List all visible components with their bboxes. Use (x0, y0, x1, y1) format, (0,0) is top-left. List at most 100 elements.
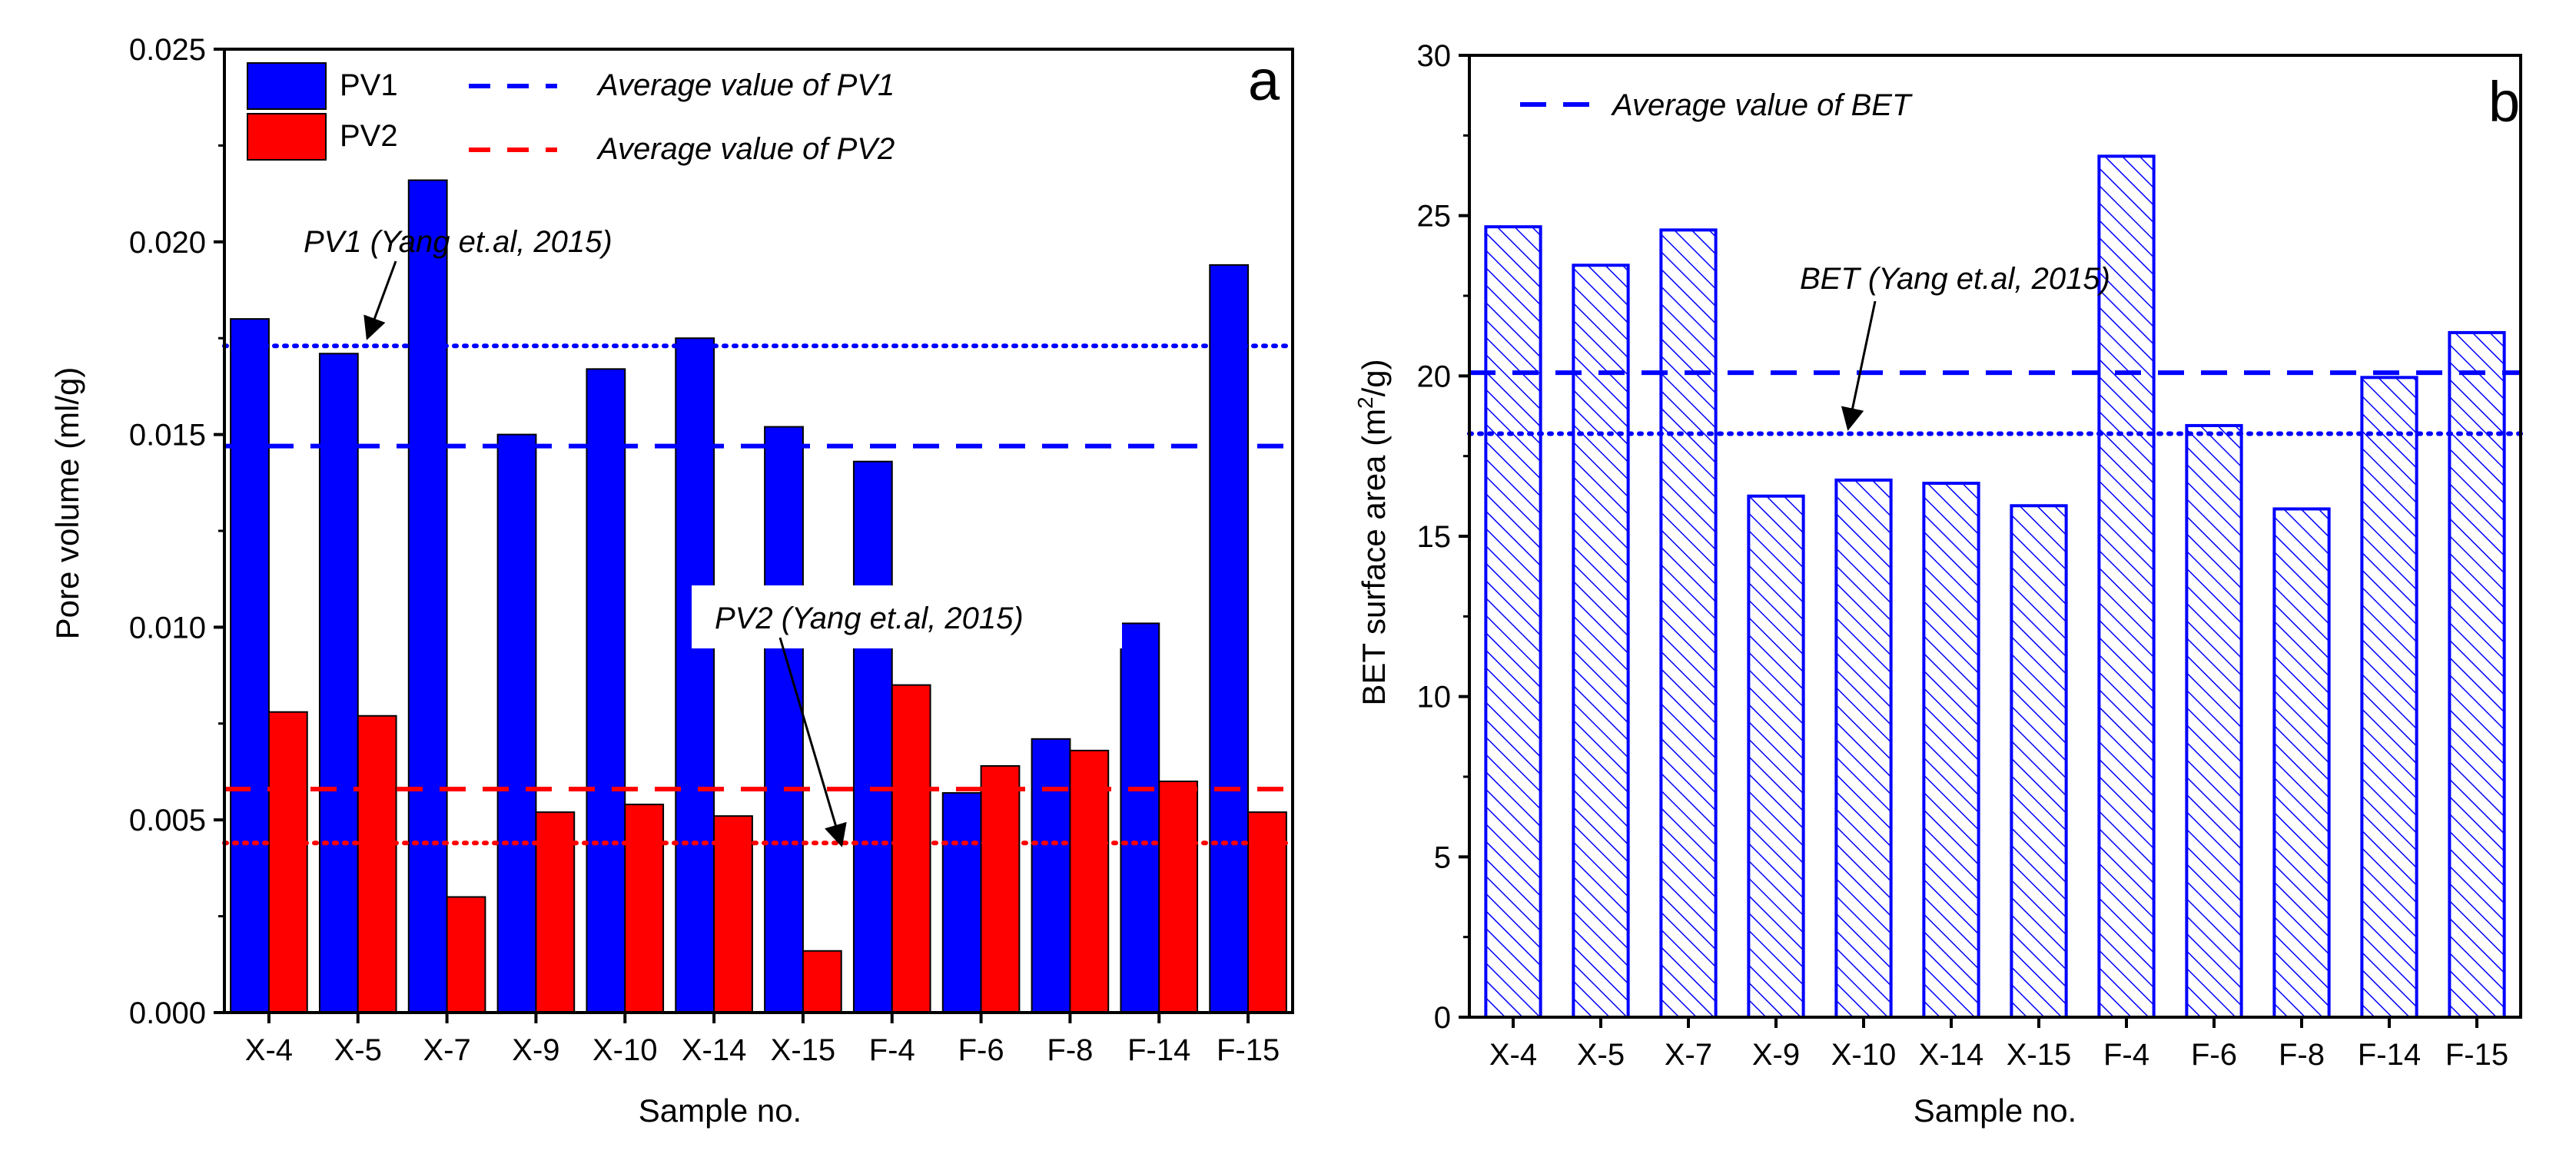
a-x-tick-label: F-14 (1127, 1033, 1190, 1067)
a-bar-x-5-series-1 (318, 353, 359, 1014)
panel-a-y-ticks: 0.000 0.005 0.010 0.015 0.020 0.025 (129, 33, 224, 1030)
a-x-tick-label: X-4 (245, 1033, 293, 1067)
legend-pv2-label: PV2 (340, 119, 398, 153)
b-y-tick-label: 20 (1417, 360, 1452, 393)
a-bar-f-4-series-1 (852, 460, 893, 1013)
annotation-pv2-yang-arrow (778, 637, 847, 847)
panel-a: 0.000 0.005 0.010 0.015 0.020 0.025 X-4 X-5 X-7… (49, 33, 1295, 1129)
b-x-tick-label: X-15 (2007, 1038, 2072, 1072)
a-bar-x-9-series-2 (535, 811, 576, 1013)
a-bar-x-14-series-1 (675, 337, 715, 1013)
b-x-tick-label: F-14 (2358, 1038, 2421, 1072)
a-y-tick-label: 0.015 (129, 419, 206, 453)
a-x-tick-label: X-14 (682, 1033, 747, 1067)
legend-avg-pv1-label: Average value of PV1 (596, 68, 895, 102)
b-bar-f-6 (2185, 423, 2243, 1019)
a-bar-f-6-series-1 (941, 792, 982, 1013)
a-bar-x-14-series-2 (713, 815, 753, 1013)
a-y-tick-label: 0.005 (129, 804, 206, 837)
annotation-bet-yang-arrow (1841, 300, 1877, 431)
b-bar-f-8 (2272, 507, 2331, 1019)
b-bar-x-14 (1922, 482, 1980, 1019)
a-bar-f-14-series-2 (1158, 781, 1199, 1013)
annotation-pv1-yang-arrow (363, 260, 397, 340)
a-y-tick-label: 0.025 (129, 33, 206, 67)
b-bar-f-4 (2097, 154, 2156, 1019)
panel-b-label: b (2488, 70, 2520, 134)
b-y-tick-label: 30 (1417, 39, 1452, 73)
a-x-tick-label: X-9 (512, 1033, 559, 1067)
b-x-tick-label: X-7 (1665, 1038, 1712, 1072)
b-x-tick-label: F-4 (2103, 1038, 2149, 1072)
b-y-tick-label: 5 (1434, 840, 1451, 874)
b-bar-x-9 (1747, 494, 1805, 1019)
b-bar-x-4 (1484, 225, 1542, 1019)
b-y-tick-label: 0 (1434, 1001, 1451, 1035)
a-x-tick-label: X-5 (334, 1033, 382, 1067)
panel-a-label: a (1248, 48, 1280, 112)
a-bar-x-7-series-2 (446, 896, 486, 1014)
a-bar-f-6-series-2 (980, 764, 1021, 1013)
a-y-tick-label: 0.010 (129, 611, 206, 645)
panel-b-bars (1484, 154, 2506, 1019)
legend-pv1-label: PV1 (340, 68, 398, 102)
a-bar-f-4-series-2 (891, 684, 931, 1013)
a-x-tick-label: X-7 (423, 1033, 470, 1067)
b-bar-x-15 (2010, 504, 2068, 1019)
panel-b-reference-lines (1467, 370, 2523, 436)
a-x-tick-label: X-15 (771, 1033, 836, 1067)
a-y-tick-label: 0.020 (129, 226, 206, 260)
annotation-bet-yang: BET (Yang et.al, 2015) (1800, 262, 2110, 296)
b-x-tick-label: F-15 (2445, 1038, 2508, 1072)
a-bar-x-10-series-2 (624, 804, 665, 1013)
a-bar-x-9-series-1 (496, 433, 537, 1013)
a-x-tick-label: F-4 (869, 1033, 915, 1067)
b-x-tick-label: X-9 (1752, 1038, 1800, 1072)
a-bar-f-15-series-2 (1247, 811, 1287, 1013)
a-bar-x-15-series-2 (802, 950, 842, 1014)
panel-b-xlabel: Sample no. (1914, 1092, 2076, 1129)
a-x-tick-label: X-10 (593, 1033, 658, 1067)
panel-b-y-ticks: 0 5 10 15 20 25 30 (1417, 39, 1469, 1035)
a-bar-x-7-series-1 (407, 179, 448, 1014)
a-bar-f-14-series-1 (1120, 622, 1160, 1013)
a-x-tick-label: F-6 (958, 1033, 1004, 1067)
legend-avg-bet-label: Average value of BET (1611, 88, 1913, 122)
b-y-tick-label: 25 (1417, 200, 1452, 234)
panel-a-legend: PV1 PV2 Average value of PV1 Average val… (247, 62, 895, 166)
a-x-tick-label: F-8 (1047, 1033, 1093, 1067)
b-y-tick-label: 15 (1417, 520, 1452, 554)
a-y-tick-label: 0.000 (129, 996, 206, 1030)
b-x-tick-label: X-14 (1919, 1038, 1984, 1072)
panel-b-x-ticks: X-4 X-5 X-7 X-9 X-10 X-14 X-15 F-4 F-6 F-8 F-14 F-1… (1489, 1017, 2508, 1072)
a-bar-x-5-series-2 (357, 714, 397, 1013)
panel-a-bars (230, 179, 1287, 1014)
b-x-tick-label: F-6 (2191, 1038, 2237, 1072)
a-bar-f-8-series-1 (1031, 738, 1071, 1013)
annotation-pv2-yang-background (692, 585, 1122, 648)
b-x-tick-label: F-8 (2279, 1038, 2325, 1072)
b-bar-x-7 (1659, 228, 1718, 1019)
annotation-pv2-yang: PV2 (Yang et.al, 2015) (715, 602, 1024, 635)
annotation-pv1-yang: PV1 (Yang et.al, 2015) (304, 225, 612, 259)
legend-avg-pv2-label: Average value of PV2 (596, 132, 895, 166)
panel-b-ylabel: BET surface area (m2/g) (1353, 359, 1392, 705)
legend-pv2-swatch (247, 113, 327, 161)
panel-a-x-ticks: X-4 X-5 X-7 X-9 X-10 X-14 X-15 F-4 F-6 F-8 F-14 F-1… (245, 1013, 1280, 1067)
a-bar-x-10-series-1 (586, 368, 626, 1013)
a-bar-x-4-series-1 (230, 318, 270, 1013)
b-bar-f-15 (2448, 330, 2506, 1019)
legend-pv1-swatch (247, 62, 327, 110)
panel-a-reference-lines (222, 343, 1295, 846)
a-x-tick-label: F-15 (1217, 1033, 1280, 1067)
panel-b-legend: Average value of BET (1520, 88, 1913, 122)
b-bar-f-14 (2360, 376, 2418, 1019)
a-bar-f-15-series-1 (1209, 264, 1250, 1013)
panel-b: 0 5 10 15 20 25 30 X-4 X-5 X-7 X-9 X-10 X-14 X-15 F-4… (1353, 39, 2523, 1129)
b-bar-x-10 (1834, 478, 1893, 1019)
a-bar-f-8-series-2 (1069, 749, 1110, 1013)
b-y-tick-label: 10 (1417, 681, 1452, 714)
a-bar-x-4-series-2 (267, 711, 308, 1013)
b-x-tick-label: X-4 (1489, 1038, 1537, 1072)
